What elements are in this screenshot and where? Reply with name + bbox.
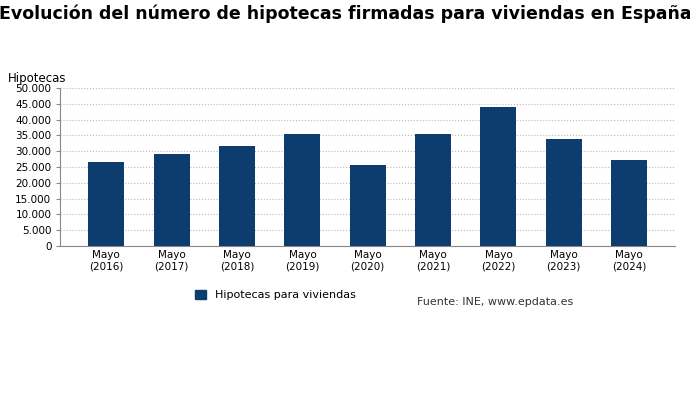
Bar (611, 160, 647, 246)
Bar (219, 147, 255, 246)
Bar (415, 134, 451, 246)
Bar (350, 165, 386, 246)
Legend: Hipotecas para viviendas: Hipotecas para viviendas (195, 290, 356, 301)
Text: Fuente: INE, www.epdata.es: Fuente: INE, www.epdata.es (417, 297, 573, 307)
Bar (88, 162, 124, 246)
Bar (154, 154, 190, 246)
Text: Hipotecas: Hipotecas (8, 72, 67, 85)
Text: Evolución del número de hipotecas firmadas para viviendas en España: Evolución del número de hipotecas firmad… (0, 4, 690, 23)
Bar (546, 139, 582, 246)
Bar (284, 134, 320, 246)
Bar (480, 107, 516, 246)
